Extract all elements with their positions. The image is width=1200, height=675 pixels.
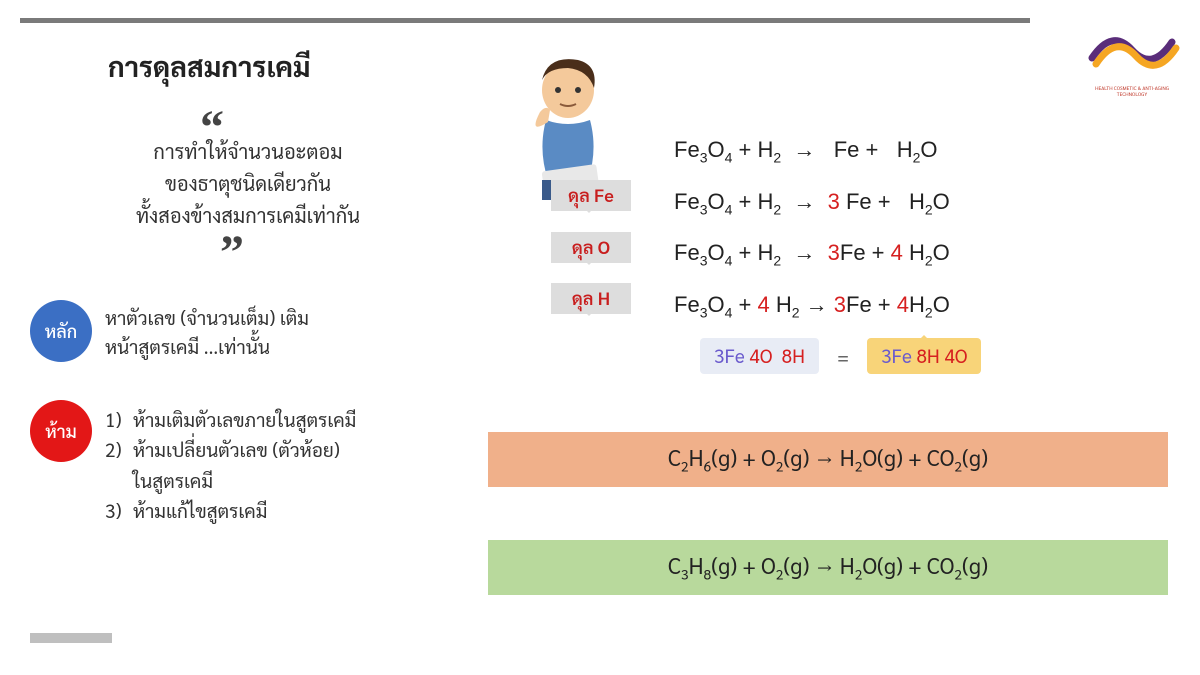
forbidden-badge: ห้าม bbox=[30, 400, 92, 462]
atom-count-summary: 3Fe 4O 8H = 3Fe 8H 4O bbox=[700, 338, 981, 374]
list-item: 3)ห้ามแก้ไขสูตรเคมี bbox=[105, 496, 356, 526]
forbidden-list: 1)ห้ามเติมตัวเลขภายในสูตรเคมี 2)ห้ามเปลี… bbox=[105, 405, 356, 527]
atom-count-right: 3Fe 8H 4O bbox=[867, 338, 981, 374]
quote-line: การทำให้จำนวนอะตอม bbox=[88, 135, 408, 167]
thinking-student-illustration bbox=[498, 50, 638, 200]
equation-row: Fe3O4 + H2 → 3Fe + 4 H2O bbox=[674, 227, 950, 279]
top-divider bbox=[20, 18, 1030, 23]
exercise-equation-1: C2H6(g) + O2(g) → H2O(g) + CO2(g) bbox=[488, 432, 1168, 487]
logo-caption: HEALTH COSMETIC & ANTI-AGING TECHNOLOGY bbox=[1082, 86, 1182, 98]
equals-sign: = bbox=[837, 343, 849, 369]
balance-step-tag-o: ดุล O bbox=[551, 232, 631, 263]
balance-step-tag-fe: ดุล Fe bbox=[551, 180, 631, 211]
principle-text: หาตัวเลข (จำนวนเต็ม) เติม หน้าสูตรเคมี .… bbox=[105, 304, 309, 361]
bottom-accent bbox=[30, 633, 112, 643]
balancing-equations: Fe3O4 + H2 → Fe + H2O Fe3O4 + H2 → 3 Fe … bbox=[674, 124, 950, 331]
quote-line: ของธาตุชนิดเดียวกัน bbox=[88, 167, 408, 199]
equation-row: Fe3O4 + 4 H2 → 3Fe + 4H2O bbox=[674, 279, 950, 331]
atom-count-left: 3Fe 4O 8H bbox=[700, 338, 819, 374]
quote-definition: การทำให้จำนวนอะตอม ของธาตุชนิดเดียวกัน ท… bbox=[88, 135, 408, 231]
page-title: การดุลสมการเคมี bbox=[108, 48, 311, 84]
org-logo: HEALTH COSMETIC & ANTI-AGING TECHNOLOGY bbox=[1082, 20, 1182, 80]
equation-row: Fe3O4 + H2 → Fe + H2O bbox=[674, 124, 950, 176]
list-item: 2)ห้ามเปลี่ยนตัวเลข (ตัวห้อย)ในสูตรเคมี bbox=[105, 435, 356, 496]
quote-close-icon: ” bbox=[220, 225, 244, 280]
principle-line: หน้าสูตรเคมี ...เท่านั้น bbox=[105, 333, 309, 362]
quote-line: ทั้งสองข้างสมการเคมีเท่ากัน bbox=[88, 199, 408, 231]
balance-step-tag-h: ดุล H bbox=[551, 283, 631, 314]
exercise-equation-2: C3H8(g) + O2(g) → H2O(g) + CO2(g) bbox=[488, 540, 1168, 595]
list-item: 1)ห้ามเติมตัวเลขภายในสูตรเคมี bbox=[105, 405, 356, 435]
principle-line: หาตัวเลข (จำนวนเต็ม) เติม bbox=[105, 304, 309, 333]
equation-row: Fe3O4 + H2 → 3 Fe + H2O bbox=[674, 176, 950, 228]
principle-badge: หลัก bbox=[30, 300, 92, 362]
